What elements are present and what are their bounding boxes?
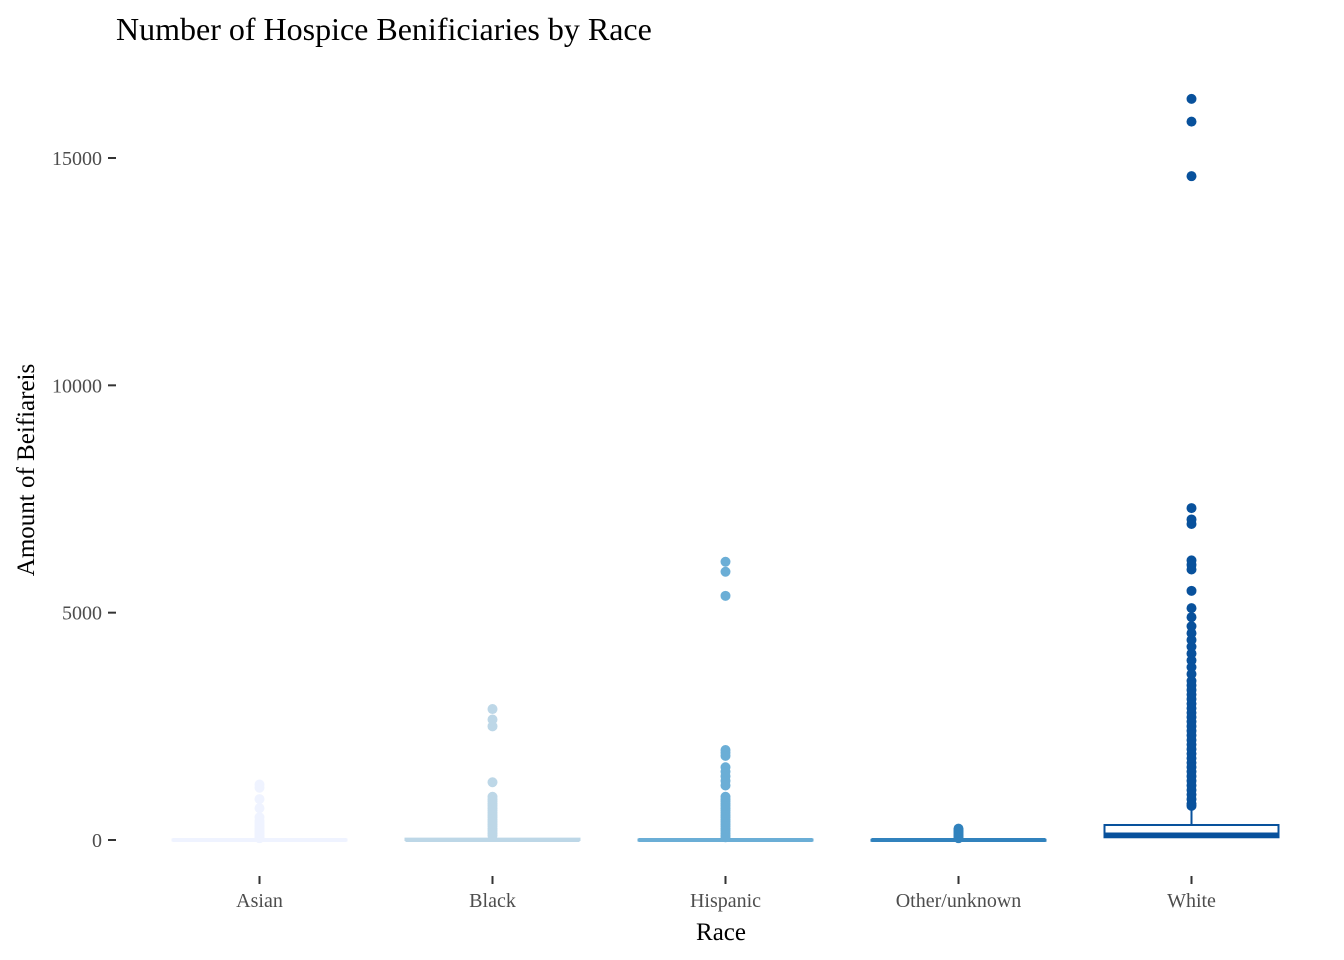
outlier-point [254,794,265,805]
outlier-point [1186,800,1197,811]
x-axis-title: Race [696,919,746,946]
box-group [171,779,348,844]
outlier-point [1186,503,1197,514]
outlier-point [254,833,265,844]
outlier-point [720,556,731,567]
plot-area [171,93,1280,844]
y-axis: 0 5000 10000 15000 [52,148,116,852]
outlier-point [1186,564,1197,575]
y-axis-title: Amount of Beifiareis [13,364,40,576]
outlier-point [1186,603,1197,614]
outlier-point [720,780,731,791]
outlier-point [1186,519,1197,530]
box-group [1103,93,1280,839]
y-tick-label: 15000 [52,148,102,170]
y-tick-label: 5000 [62,603,102,625]
outlier-point [487,704,498,715]
x-tick-label: Other/unknown [896,890,1022,912]
x-tick-label: Black [469,890,516,912]
outlier-point [1186,116,1197,127]
outlier-point [254,782,265,793]
x-tick-label: Hispanic [690,890,761,912]
chart-title: Number of Hospice Benificiaries by Race [116,11,652,47]
outlier-point [1186,93,1197,104]
outlier-point [953,833,964,844]
outlier-point [487,830,498,841]
outlier-point [720,590,731,601]
outlier-point [1186,585,1197,596]
x-axis: Asian Black Hispanic Other/unknown White [236,876,1216,912]
box-group [870,823,1047,844]
outlier-point [1186,612,1197,623]
box-group [404,704,581,842]
outlier-point [487,721,498,732]
y-tick-label: 10000 [52,375,102,397]
outlier-point [720,566,731,577]
outlier-point [254,803,265,814]
outlier-point [720,750,731,761]
x-tick-label: Asian [236,890,283,912]
x-tick-label: White [1167,890,1216,912]
outlier-point [1186,171,1197,182]
outlier-point [487,777,498,788]
y-tick-label: 0 [92,830,102,852]
outlier-point [720,832,731,843]
box-group [637,556,814,843]
